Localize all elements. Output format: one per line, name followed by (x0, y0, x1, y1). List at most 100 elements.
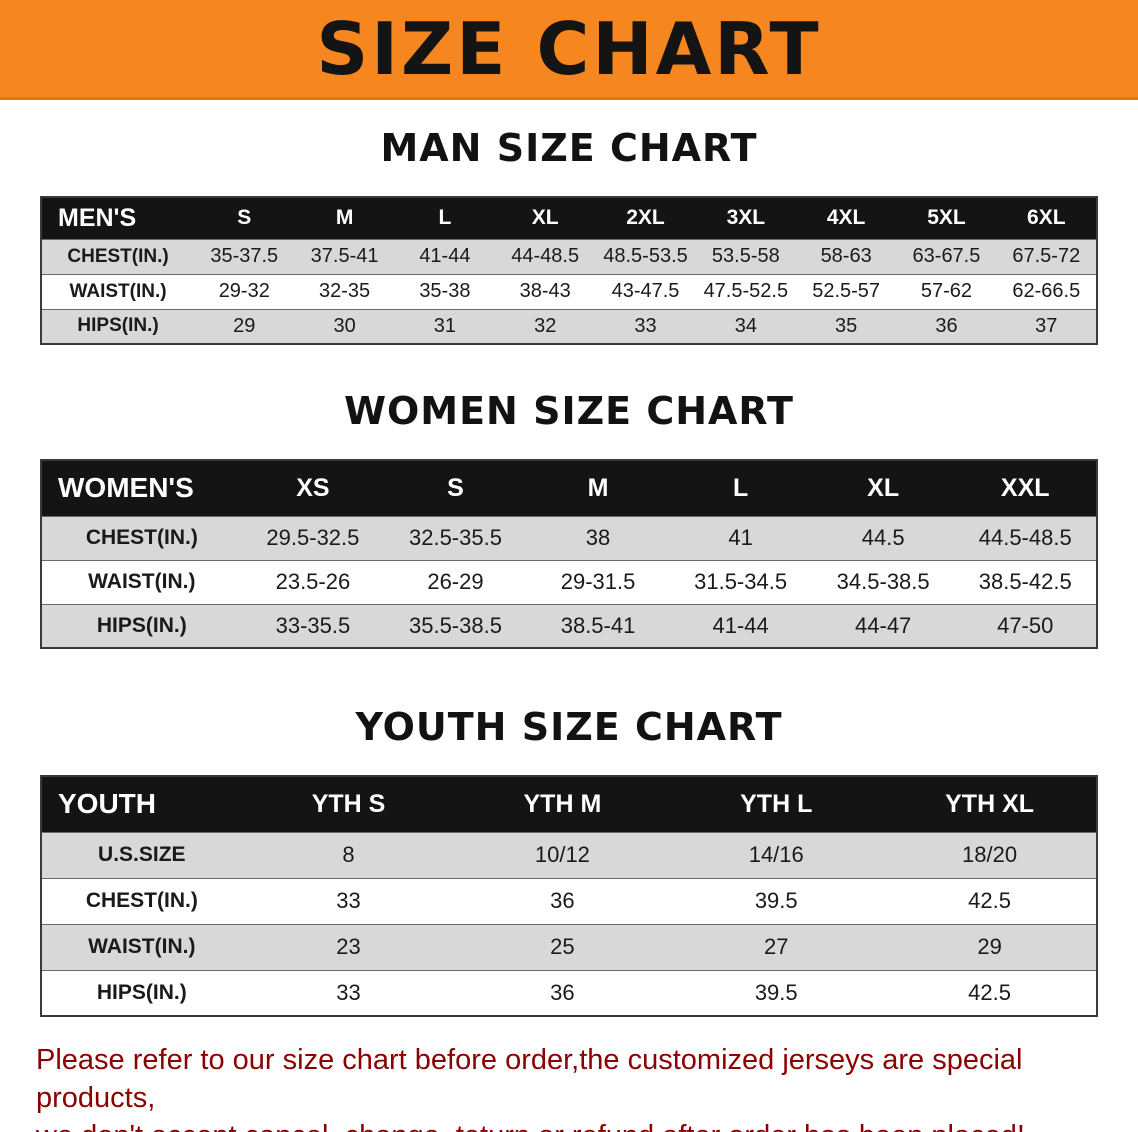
value-cell: 8 (342, 842, 355, 867)
row-label-cell: CHEST(IN.) (85, 889, 198, 912)
table-title-cell: YOUTH (58, 788, 156, 820)
value-cell: 62-66.5 (1012, 280, 1081, 302)
size-header-cell: 5XL (927, 206, 966, 230)
value-cell: 33-35.5 (275, 612, 351, 638)
value-cell: 32 (534, 314, 557, 337)
value-cell: 41-44 (712, 612, 769, 638)
value-cell: 31.5-34.5 (694, 569, 788, 594)
table-row: WAIST(IN.) 29-32 32-35 35-38 38-43 43-47.5 47.… (41, 274, 1097, 309)
table-row: WAIST(IN.) 23.5-26 26-29 29-31.5 31.5-34.5 34… (41, 560, 1097, 604)
banner: SIZE CHART (0, 0, 1138, 100)
table-row: HIPS(IN.) 33-35.5 35.5-38.5 38.5-41 41-44 44-… (41, 604, 1097, 648)
women-section-heading: WOMEN SIZE CHART (344, 389, 794, 433)
table-row: CHEST(IN.) 35-37.5 37.5-41 41-44 44-48.5 48.5… (41, 239, 1097, 274)
value-cell: 58-63 (820, 245, 872, 267)
value-cell: 10/12 (534, 842, 590, 867)
youth-section-heading: YOUTH SIZE CHART (355, 705, 783, 749)
value-cell: 44-47 (855, 612, 912, 638)
value-cell: 37 (1035, 314, 1058, 337)
value-cell: 42.5 (968, 979, 1011, 1005)
row-label-cell: WAIST(IN.) (69, 280, 167, 302)
table-row: U.S.SIZE 8 10/12 14/16 18/20 (41, 832, 1097, 878)
value-cell: 41-44 (419, 245, 471, 267)
value-cell: 39.5 (754, 888, 798, 913)
value-cell: 47-50 (997, 612, 1054, 638)
value-cell: 34 (734, 314, 757, 337)
value-cell: 35 (835, 314, 858, 337)
value-cell: 26-29 (427, 569, 484, 594)
value-cell: 29-31.5 (560, 569, 636, 594)
size-header-cell: XL (531, 206, 559, 230)
size-header-cell: L (438, 206, 452, 230)
size-header-cell: XS (296, 473, 330, 502)
value-cell: 25 (550, 934, 575, 959)
men-section-heading: MAN SIZE CHART (380, 126, 758, 170)
table-row: HIPS(IN.) 29 30 31 32 33 34 35 36 37 (41, 309, 1097, 344)
row-label-cell: HIPS(IN.) (96, 980, 187, 1004)
value-cell: 35-37.5 (210, 245, 279, 267)
youth-size-table: YOUTH YTH S YTH M YTH L YTH XL U.S.SIZE 8 10/12… (40, 775, 1098, 1017)
value-cell: 57-62 (920, 280, 973, 302)
size-header-cell: S (237, 206, 252, 230)
table-title-cell: MEN'S (58, 203, 137, 232)
value-cell: 44.5 (861, 525, 905, 550)
table-header-row: YOUTH YTH S YTH M YTH L YTH XL (41, 776, 1097, 832)
footer-note-line-2: we don't accept cancel, change, teturn o… (36, 1117, 1128, 1132)
size-header-cell: 2XL (626, 206, 665, 230)
page-title: SIZE CHART (316, 6, 822, 91)
value-cell: 43-47.5 (611, 280, 680, 302)
value-cell: 39.5 (754, 979, 798, 1005)
row-label-cell: CHEST(IN.) (85, 526, 198, 549)
footer-note: Please refer to our size chart before or… (0, 1041, 1138, 1132)
value-cell: 32-35 (319, 280, 371, 302)
value-cell: 29.5-32.5 (266, 525, 360, 550)
value-cell: 44-48.5 (511, 245, 580, 267)
men-size-table: MEN'S S M L XL 2XL 3XL 4XL 5XL 6XL CHEST(IN.) 35-37… (40, 196, 1098, 345)
size-header-cell: 3XL (726, 206, 766, 230)
value-cell: 27 (763, 934, 789, 959)
row-label-cell: CHEST(IN.) (67, 245, 169, 267)
size-header-cell: YTH M (523, 789, 602, 818)
value-cell: 32.5-35.5 (408, 525, 502, 550)
value-cell: 47.5-52.5 (703, 280, 789, 302)
value-cell: 38 (585, 525, 611, 550)
value-cell: 37.5-41 (310, 245, 379, 267)
size-header-cell: YTH L (740, 789, 813, 818)
value-cell: 29-32 (218, 280, 270, 302)
size-header-cell: 4XL (826, 206, 866, 230)
row-label-cell: HIPS(IN.) (77, 315, 159, 337)
value-cell: 33 (336, 888, 361, 913)
value-cell: 36 (550, 888, 575, 913)
youth-size-section: YOUTH SIZE CHART YOUTH YTH S YTH M YTH L YTH… (0, 705, 1138, 1017)
table-row: CHEST(IN.) 33 36 39.5 42.5 (41, 878, 1097, 924)
men-size-section: MAN SIZE CHART MEN'S S M L XL 2XL 3XL 4XL 5XL 6XL… (0, 126, 1138, 345)
size-header-cell: YTH XL (945, 789, 1035, 818)
footer-note-line-1: Please refer to our size chart before or… (36, 1044, 1023, 1114)
value-cell: 23 (336, 934, 361, 959)
table-row: WAIST(IN.) 23 25 27 29 (41, 924, 1097, 970)
value-cell: 41 (728, 525, 753, 550)
value-cell: 44.5-48.5 (978, 525, 1072, 550)
women-size-table: WOMEN'S XS S M L XL XXL CHEST(IN.) 29.5-32.5 32.5… (40, 459, 1098, 649)
table-header-row: MEN'S S M L XL 2XL 3XL 4XL 5XL 6XL (41, 197, 1097, 239)
value-cell: 33 (336, 979, 361, 1005)
women-size-section: WOMEN SIZE CHART WOMEN'S XS S M L XL XXL CHEST(… (0, 389, 1138, 649)
value-cell: 38.5-41 (560, 612, 636, 638)
value-cell: 36 (935, 314, 958, 337)
value-cell: 35-38 (419, 280, 471, 302)
value-cell: 14/16 (748, 842, 804, 867)
value-cell: 38-43 (519, 280, 571, 302)
row-label-cell: U.S.SIZE (98, 843, 186, 866)
value-cell: 42.5 (968, 888, 1011, 913)
value-cell: 31 (433, 314, 457, 337)
value-cell: 33 (634, 314, 657, 337)
row-label-cell: WAIST(IN.) (88, 935, 196, 958)
value-cell: 29 (977, 934, 1002, 959)
value-cell: 53.5-58 (711, 245, 780, 267)
value-cell: 35.5-38.5 (408, 612, 502, 638)
value-cell: 23.5-26 (275, 569, 351, 594)
value-cell: 38.5-42.5 (978, 569, 1072, 594)
value-cell: 48.5-53.5 (603, 245, 688, 267)
content: MAN SIZE CHART MEN'S S M L XL 2XL 3XL 4XL 5XL 6XL… (0, 126, 1138, 1017)
